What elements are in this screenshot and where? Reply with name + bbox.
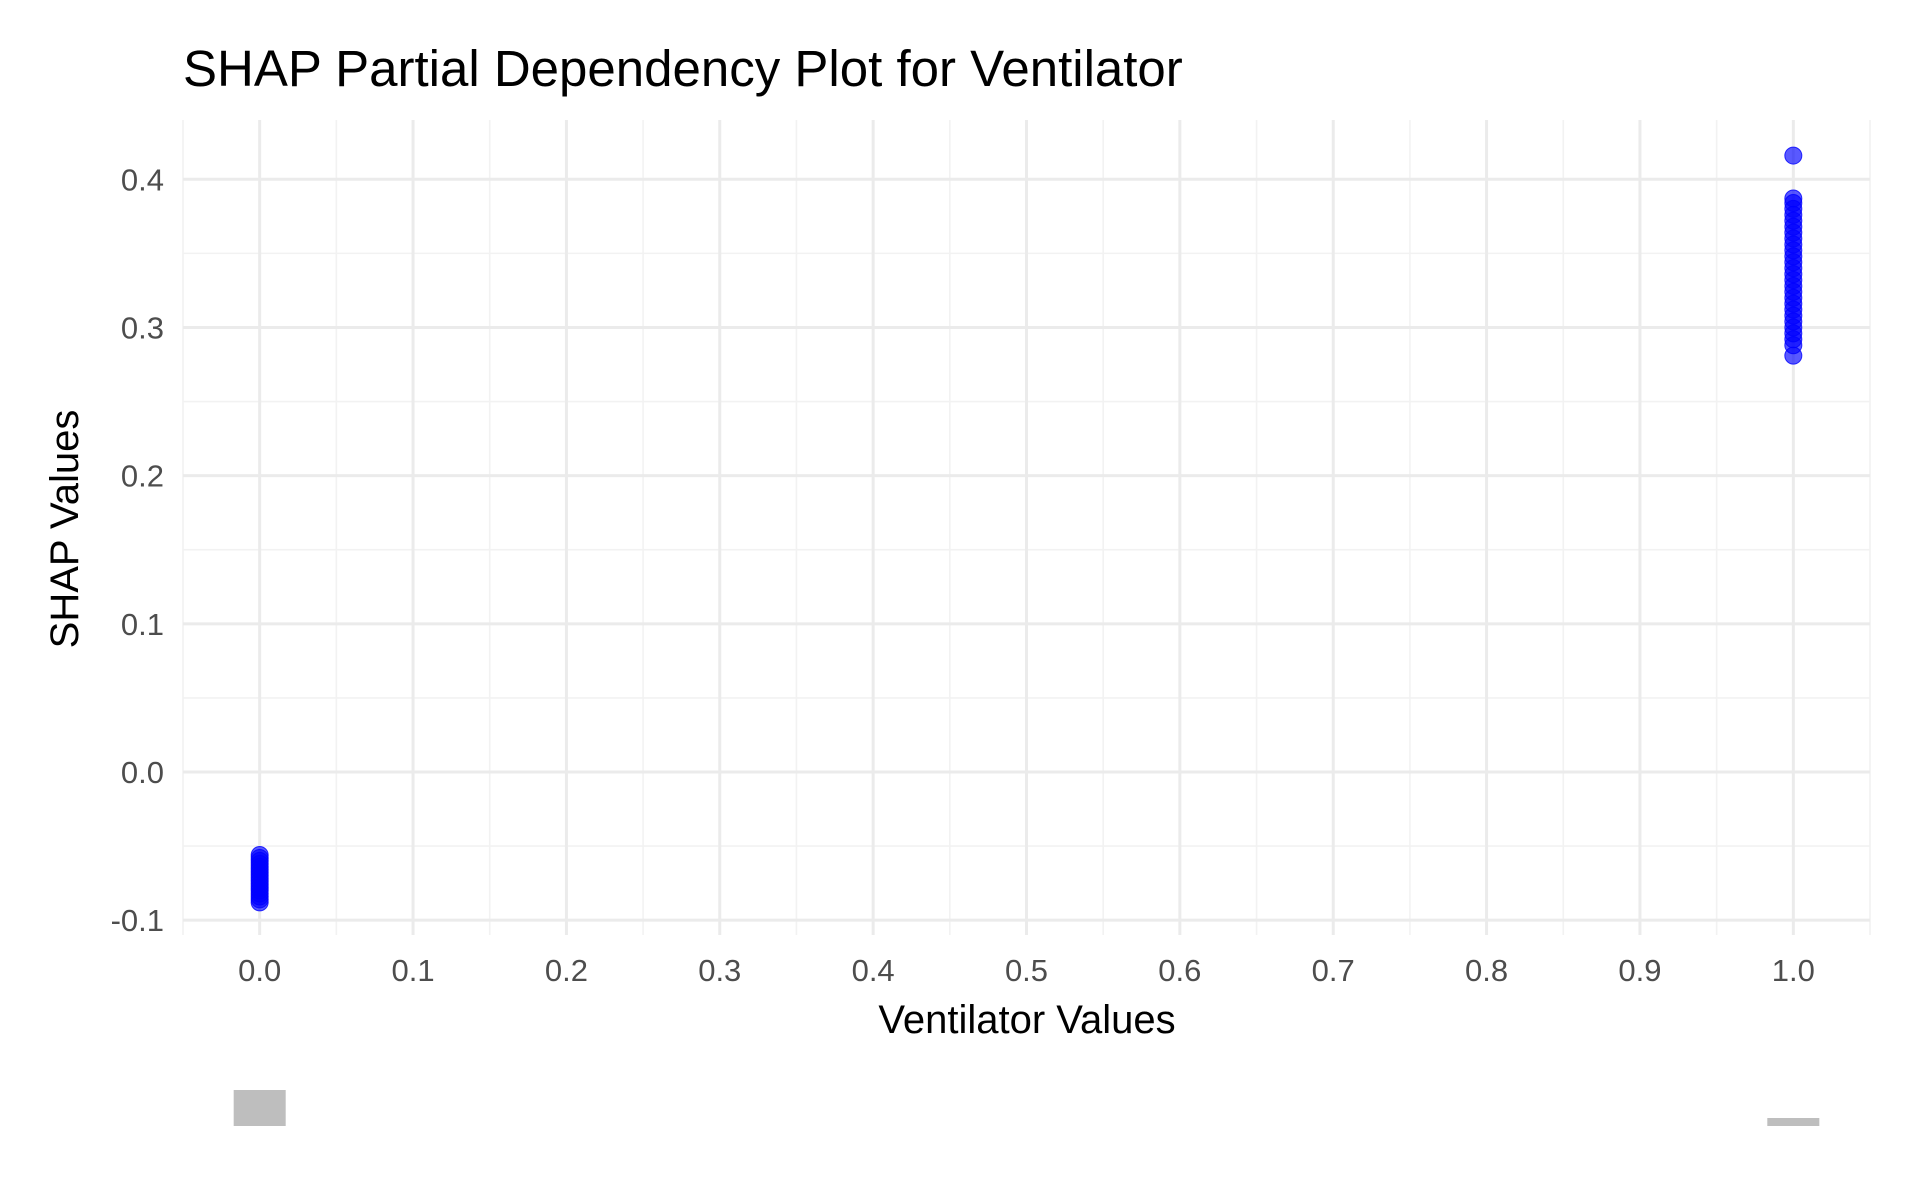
y-tick-label: -0.1	[111, 903, 164, 938]
data-point	[1784, 146, 1803, 165]
x-tick-label: 0.5	[1005, 953, 1048, 988]
x-axis-title: Ventilator Values	[878, 998, 1175, 1042]
y-tick-label: 0.4	[121, 162, 164, 197]
y-tick-label: 0.2	[121, 459, 164, 494]
marginal-bars	[233, 1090, 1820, 1126]
x-tick-label: 1.0	[1772, 953, 1815, 988]
y-tick-label: 0.0	[121, 755, 164, 790]
y-tick-label: 0.3	[121, 310, 164, 345]
x-tick-label: 0.3	[698, 953, 741, 988]
marginal-bar	[1767, 1118, 1820, 1126]
grid-layer	[182, 120, 1871, 935]
y-axis-title: SHAP Values	[43, 410, 87, 649]
x-tick-label: 0.4	[852, 953, 895, 988]
x-tick-label: 0.1	[391, 953, 434, 988]
x-tick-label: 0.6	[1158, 953, 1201, 988]
data-points	[250, 146, 1803, 912]
x-tick-label: 0.0	[238, 953, 281, 988]
marginal-bar	[233, 1090, 286, 1126]
data-point	[1784, 189, 1803, 208]
x-tick-label: 0.2	[545, 953, 588, 988]
chart-title: SHAP Partial Dependency Plot for Ventila…	[183, 40, 1183, 97]
y-tick-label: 0.1	[121, 607, 164, 642]
data-point	[250, 893, 269, 912]
tick-labels: 0.0 0.1 0.2 0.3 0.4 0.5 0.6 0.7 0.8 0.9 1.0 -0.1 0.0…	[111, 162, 1815, 988]
x-tick-label: 0.7	[1312, 953, 1355, 988]
x-tick-label: 0.9	[1618, 953, 1661, 988]
x-tick-label: 0.8	[1465, 953, 1508, 988]
